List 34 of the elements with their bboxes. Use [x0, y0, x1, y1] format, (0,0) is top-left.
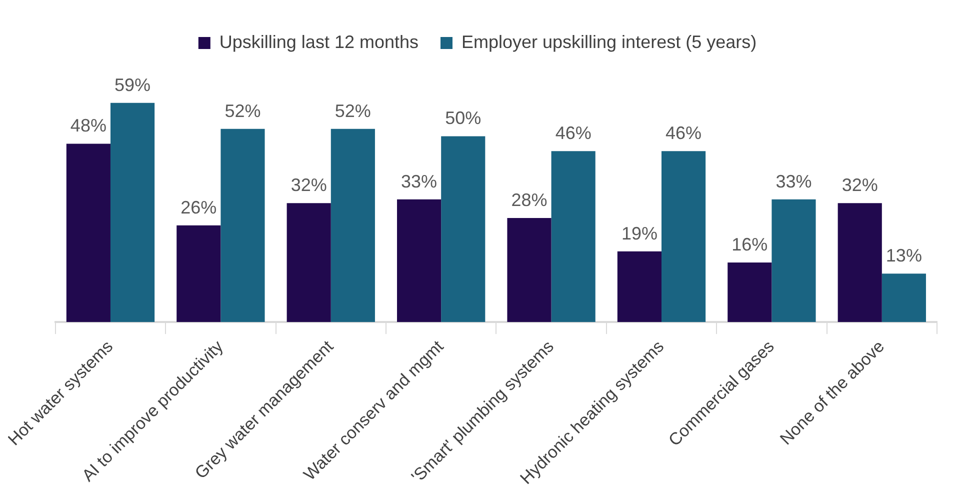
legend-label: Employer upskilling interest (5 years)	[461, 32, 757, 52]
data-label: 33%	[776, 171, 812, 192]
data-label: 48%	[70, 116, 106, 136]
bar	[661, 151, 706, 322]
data-label: 33%	[401, 171, 438, 192]
data-label: 59%	[114, 74, 151, 95]
data-label: 13%	[886, 246, 922, 266]
bar	[507, 218, 552, 322]
bar	[882, 274, 926, 322]
bar	[441, 136, 486, 322]
data-label: 50%	[445, 108, 482, 128]
bar	[220, 128, 265, 322]
bar	[176, 225, 221, 322]
data-label: 19%	[621, 223, 658, 244]
bar	[728, 262, 772, 322]
data-label: 16%	[732, 234, 768, 254]
bar	[110, 102, 155, 322]
bar	[551, 151, 596, 322]
bar	[838, 203, 882, 322]
data-label: 32%	[842, 175, 878, 196]
bar	[66, 144, 110, 322]
data-label: 28%	[511, 190, 548, 210]
data-label: 52%	[334, 100, 371, 121]
data-label: 46%	[555, 123, 592, 144]
data-label: 26%	[180, 197, 217, 218]
bar	[286, 203, 331, 322]
bar	[772, 199, 816, 322]
legend-label: Upskilling last 12 months	[219, 32, 418, 52]
data-label: 46%	[666, 123, 702, 144]
bar	[617, 251, 662, 322]
data-label: 52%	[224, 100, 261, 121]
bar	[397, 199, 442, 322]
bar	[330, 128, 375, 322]
data-label: 32%	[290, 175, 327, 196]
